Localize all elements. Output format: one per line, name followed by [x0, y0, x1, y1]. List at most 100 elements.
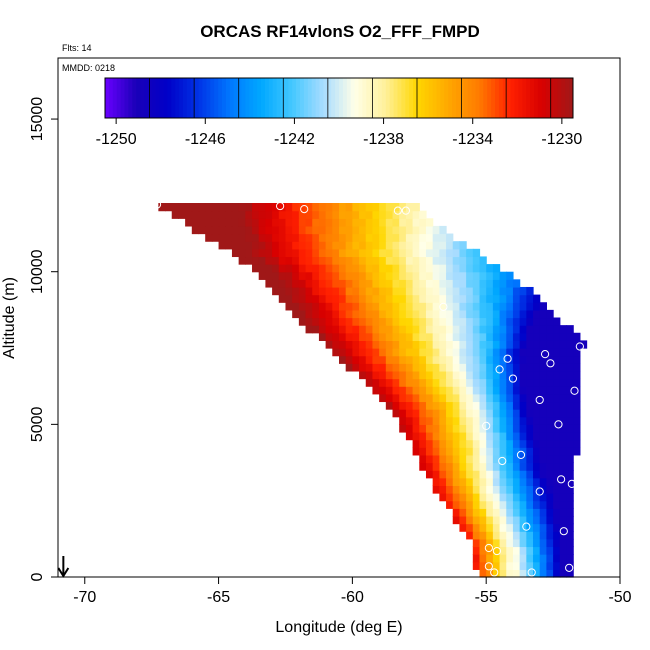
heatmap-cell [472, 531, 481, 540]
heatmap-cell [292, 286, 300, 296]
heatmap-cell [486, 264, 494, 273]
heatmap-cell [399, 355, 407, 364]
heatmap-cell [318, 325, 327, 334]
heatmap-cell [439, 286, 447, 296]
heatmap-cell [372, 203, 380, 212]
colorbar-segment [108, 78, 114, 118]
colorbar-segment [233, 78, 239, 118]
heatmap-cell [512, 462, 521, 471]
heatmap-cell [559, 493, 568, 502]
heatmap-cell [506, 416, 514, 425]
heatmap-cell [466, 439, 474, 448]
heatmap-cell [432, 264, 440, 273]
heatmap-cell [506, 485, 514, 494]
heatmap-cell [405, 409, 414, 418]
heatmap-cell [539, 485, 547, 494]
heatmap-cell [332, 294, 340, 303]
heatmap-cell [459, 378, 467, 387]
heatmap-cell [492, 317, 501, 326]
heatmap-cell [352, 210, 360, 219]
heatmap-cell [272, 286, 280, 296]
heatmap-cell [392, 256, 400, 265]
heatmap-cell [272, 279, 280, 288]
colorbar-segment [229, 78, 235, 118]
heatmap-cell [231, 241, 240, 250]
heatmap-cell [412, 203, 420, 212]
heatmap-cell [446, 340, 454, 349]
heatmap-cell [385, 363, 394, 372]
heatmap-cell [546, 485, 554, 494]
heatmap-cell [265, 256, 273, 265]
heatmap-cell [425, 294, 434, 303]
heatmap-cell [506, 294, 514, 303]
heatmap-cell [479, 431, 487, 441]
heatmap-cell [399, 393, 407, 403]
heatmap-cell [559, 348, 568, 357]
heatmap-cell [539, 317, 547, 326]
heatmap-cell [559, 340, 568, 349]
heatmap-cell [506, 348, 514, 357]
heatmap-cell [379, 355, 387, 364]
heatmap-cell [546, 454, 554, 464]
heatmap-cell [405, 325, 414, 334]
heatmap-cell [439, 309, 447, 319]
heatmap-cell [506, 340, 514, 349]
colorbar-segment [385, 78, 391, 118]
heatmap-cell [425, 218, 434, 227]
heatmap-cell [432, 470, 440, 479]
heatmap-cell [553, 332, 561, 341]
heatmap-cell [519, 416, 527, 425]
colorbar-segment [311, 78, 317, 118]
heatmap-cell [486, 477, 494, 487]
heatmap-cell [185, 203, 193, 212]
heatmap-cell [419, 355, 427, 364]
heatmap-cell [405, 317, 414, 326]
heatmap-cell [439, 393, 447, 403]
heatmap-cell [566, 485, 574, 494]
heatmap-cell [272, 248, 280, 258]
heatmap-cell [499, 508, 507, 517]
heatmap-cell [439, 470, 447, 479]
heatmap-cell [512, 348, 521, 357]
heatmap-cell [345, 279, 353, 288]
heatmap-cell [405, 302, 414, 311]
heatmap-cell [499, 393, 507, 403]
heatmap-cell [399, 210, 407, 219]
heatmap-cell [499, 386, 507, 395]
heatmap-cell [479, 340, 487, 349]
heatmap-cell [439, 409, 447, 418]
heatmap-cell [486, 561, 494, 570]
colorbar-segment [366, 78, 371, 118]
colorbar-segment [436, 78, 441, 118]
heatmap-cell [399, 348, 407, 357]
heatmap-cell [499, 462, 507, 471]
sample-point-marker [535, 487, 544, 496]
heatmap-cell [526, 561, 534, 570]
heatmap-cell [352, 355, 360, 364]
heatmap-cell [452, 401, 461, 410]
heatmap-cell [466, 309, 474, 319]
heatmap-cell [539, 416, 547, 425]
heatmap-cell [486, 531, 494, 540]
heatmap-cell [191, 225, 200, 235]
heatmap-cell [533, 332, 541, 341]
heatmap-cell [499, 431, 507, 441]
heatmap-cell [533, 523, 541, 532]
heatmap-cell [339, 233, 347, 242]
heatmap-cell [339, 203, 347, 212]
heatmap-cell [379, 241, 387, 250]
colorbar-tick-label: -1234 [452, 131, 493, 148]
heatmap-cell [432, 424, 440, 433]
heatmap-cell [345, 271, 353, 280]
heatmap-cell [285, 218, 293, 227]
heatmap-cell [452, 439, 461, 448]
heatmap-cell [385, 348, 394, 357]
heatmap-cell [506, 378, 514, 387]
heatmap-cell [452, 309, 461, 319]
heatmap-cell [466, 370, 474, 380]
heatmap-cell [492, 531, 501, 540]
heatmap-cell [539, 348, 547, 357]
heatmap-cell [399, 286, 407, 296]
heatmap-cell [412, 302, 420, 311]
heatmap-cell [432, 462, 440, 471]
